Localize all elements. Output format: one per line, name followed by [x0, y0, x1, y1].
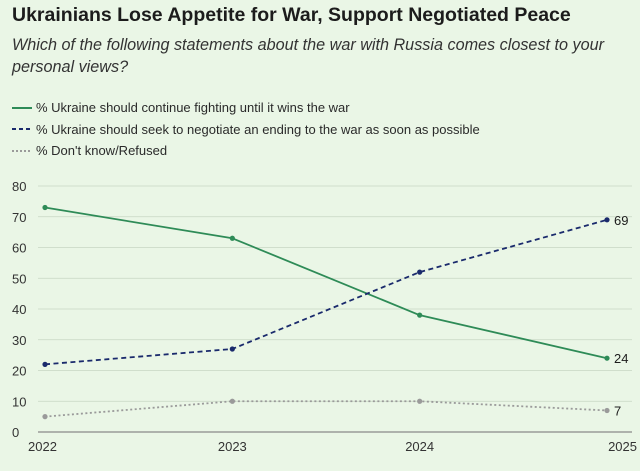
legend-item-continue-fighting: % Ukraine should continue fighting until… [12, 97, 480, 119]
x-tick-label-2025: 2025 [608, 439, 637, 454]
y-tick-label-20: 20 [12, 364, 26, 379]
series-1-point-2024 [417, 269, 423, 275]
series-1-point-2023 [229, 346, 235, 352]
series-line-1 [44, 218, 608, 366]
series-line-2 [44, 400, 608, 418]
y-tick-label-30: 30 [12, 333, 26, 348]
series-2-point-2025 [604, 407, 610, 414]
legend-label: % Don't know/Refused [36, 143, 168, 159]
series-line-0 [44, 206, 608, 360]
y-tick-label-0: 0 [12, 425, 19, 440]
legend-swatch-dotted-icon [12, 149, 32, 152]
series-1-point-2022 [42, 361, 48, 367]
legend-swatch-dashed-icon [12, 128, 32, 131]
chart-title: Ukrainians Lose Appetite for War, Suppor… [12, 4, 571, 26]
legend-label: % Ukraine should continue fighting until… [36, 100, 350, 116]
y-tick-label-60: 60 [12, 241, 26, 256]
series-2-point-2024 [417, 398, 423, 404]
legend-item-dont-know: % Don't know/Refused [12, 140, 480, 162]
legend-item-negotiate: % Ukraine should seek to negotiate an en… [12, 119, 480, 141]
x-tick-label-2022: 2022 [28, 439, 57, 454]
series-2-point-2023 [229, 398, 235, 404]
y-tick-label-40: 40 [12, 302, 26, 317]
y-tick-label-10: 10 [12, 394, 26, 409]
end-label-series-0: 24 [614, 351, 628, 366]
x-tick-label-2024: 2024 [405, 439, 434, 454]
legend-swatch-solid-icon [12, 106, 32, 109]
series-0-point-2022 [42, 204, 48, 211]
y-tick-label-70: 70 [12, 210, 26, 225]
x-tick-label-2023: 2023 [218, 439, 247, 454]
end-label-series-2: 7 [614, 403, 621, 418]
series-0-point-2025 [604, 355, 610, 361]
legend: % Ukraine should continue fighting until… [12, 97, 480, 162]
series-2-point-2022 [42, 414, 48, 420]
series-0-point-2024 [417, 312, 423, 318]
series-1-point-2025 [604, 217, 610, 223]
chart-subtitle: Which of the following statements about … [12, 36, 605, 76]
end-label-series-1: 69 [614, 213, 628, 228]
y-tick-label-50: 50 [12, 271, 26, 286]
y-tick-label-80: 80 [12, 179, 26, 194]
legend-label: % Ukraine should seek to negotiate an en… [36, 121, 480, 137]
series-0-point-2023 [229, 235, 235, 241]
